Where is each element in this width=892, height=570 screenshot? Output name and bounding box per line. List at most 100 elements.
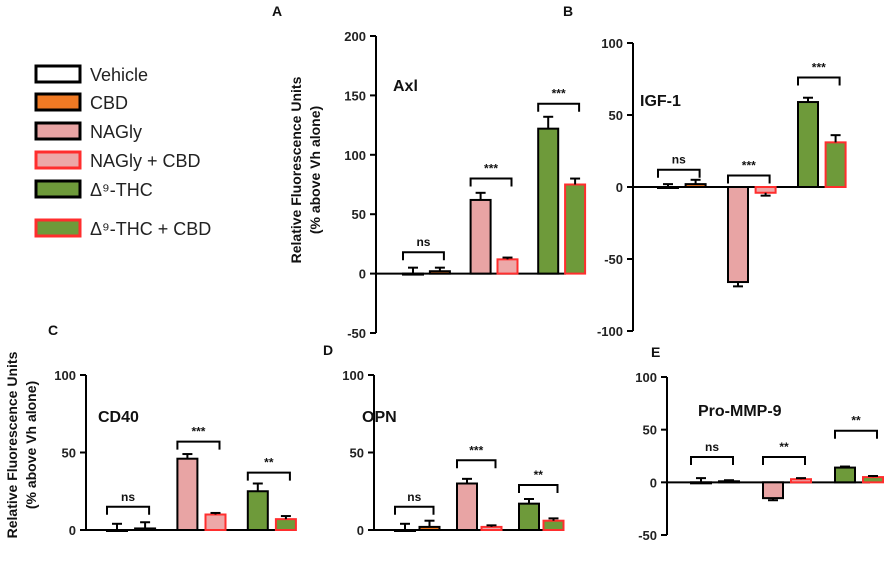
bar-nagly [456,482,478,531]
bar-thc-cbd [564,183,587,275]
significance-bracket [246,471,291,481]
significance-label: ** [851,414,861,428]
bar-cbd [418,525,441,532]
significance-bracket [797,76,841,86]
y-axis-label-bottom-line2: (% above Vh alone) [23,381,39,509]
y-tick-label: 0 [357,523,364,538]
significance-label: ns [705,440,719,454]
y-tick-label: 100 [601,36,623,51]
panel-title: CD40 [98,409,139,426]
panel-title: Axl [393,78,418,95]
legend-label-4: Δ⁹-THC [90,180,153,200]
bar-nagly [176,457,199,532]
bar-nagly-cbd [790,478,812,484]
bar-thc [537,127,560,275]
bar-thc [797,101,819,188]
y-tick-label: -50 [638,528,657,543]
bar-nagly [469,198,492,275]
bar-vehicle [402,272,424,276]
y-tick-label: 100 [344,148,366,163]
legend-label-5: Δ⁹-THC + CBD [90,219,211,239]
significance-label: ** [534,468,544,482]
significance-bracket [834,429,878,439]
bar-cbd [428,270,451,275]
bar-nagly-cbd [480,525,503,532]
y-tick-label: -50 [347,326,366,341]
legend-swatch-1 [34,92,82,112]
significance-label: ns [416,235,430,249]
y-tick-label: 0 [650,475,657,490]
bar-cbd [718,480,740,484]
bar-vehicle [690,481,712,485]
panel-letter: C [48,322,58,338]
significance-bracket [469,177,513,187]
panel-b: -100 -50 0 50 100 B IGF-1 ns *** *** [563,3,847,339]
y-axis-label-bottom-line1: Relative Fluorescence Units [4,351,20,538]
bar-thc [518,502,540,531]
y-tick-label: 100 [54,368,76,383]
significance-bracket [402,251,445,261]
bar-vehicle [394,529,416,532]
y-axis-label-top-line1: Relative Fluorescence Units [288,76,304,263]
significance-bracket [727,174,771,184]
bar-nagly [762,481,784,500]
panel-a: -50 0 50 100 150 200 A Axl ns *** *** [272,3,587,341]
panel-title: IGF-1 [640,93,681,110]
legend-label-2: NAGly [90,122,142,142]
y-tick-label: 100 [635,370,657,385]
significance-bracket [762,456,806,466]
y-tick-label: -100 [597,324,623,339]
panels: -50050100150200AAxlns******-100-50050100… [48,3,884,543]
significance-label: *** [552,87,566,101]
significance-bracket [537,102,581,112]
y-tick-label: 50 [62,446,76,461]
y-tick-label: 50 [609,108,623,123]
y-tick-label: 0 [616,180,623,195]
y-tick-label: 0 [359,267,366,282]
legend-swatch-0 [34,64,82,84]
significance-label: ** [779,440,789,454]
legend-swatch-4 [34,179,82,199]
significance-label: *** [812,61,826,75]
legend-swatch-2 [34,121,82,141]
significance-bracket [518,484,559,494]
y-tick-label: 50 [352,207,366,222]
y-tick-label: 150 [344,88,366,103]
significance-bracket [106,505,151,515]
bar-cbd [684,183,707,188]
bar-thc-cbd [824,141,847,188]
significance-label: *** [742,158,756,172]
bar-thc [246,490,269,531]
bar-nagly-cbd [204,513,227,531]
legend-label-3: NAGly + CBD [90,151,201,171]
significance-label: *** [469,443,483,457]
y-tick-label: 200 [344,29,366,44]
bar-thc-cbd [274,518,297,532]
significance-label: ns [407,490,421,504]
y-tick-label: -50 [604,252,623,267]
y-tick-label: 50 [350,446,364,461]
legend: Vehicle CBD NAGly NAGly + CBD Δ⁹-THC Δ⁹-THC +… [34,64,211,239]
bar-nagly-cbd [754,186,777,194]
bar-thc-cbd [542,519,565,532]
legend-swatch-3 [34,150,82,170]
significance-bracket [690,456,734,466]
panel-letter: B [563,3,573,19]
y-tick-label: 100 [342,368,364,383]
significance-bracket [176,440,221,450]
panel-title: Pro-MMP-9 [698,403,782,420]
legend-label-1: CBD [90,93,128,113]
bar-vehicle [657,186,679,189]
bar-thc-cbd [862,476,884,484]
bar-thc [834,466,856,484]
bar-vehicle [106,529,128,532]
bar-cbd [134,527,157,532]
significance-label: *** [484,162,498,176]
bar-nagly [727,186,749,284]
y-tick-label: 0 [69,523,76,538]
y-axis-label-top-line2: (% above Vh alone) [307,106,323,234]
panel-e: -50 0 50 100 E Pro-MMP-9 ns ** ** [635,344,884,543]
